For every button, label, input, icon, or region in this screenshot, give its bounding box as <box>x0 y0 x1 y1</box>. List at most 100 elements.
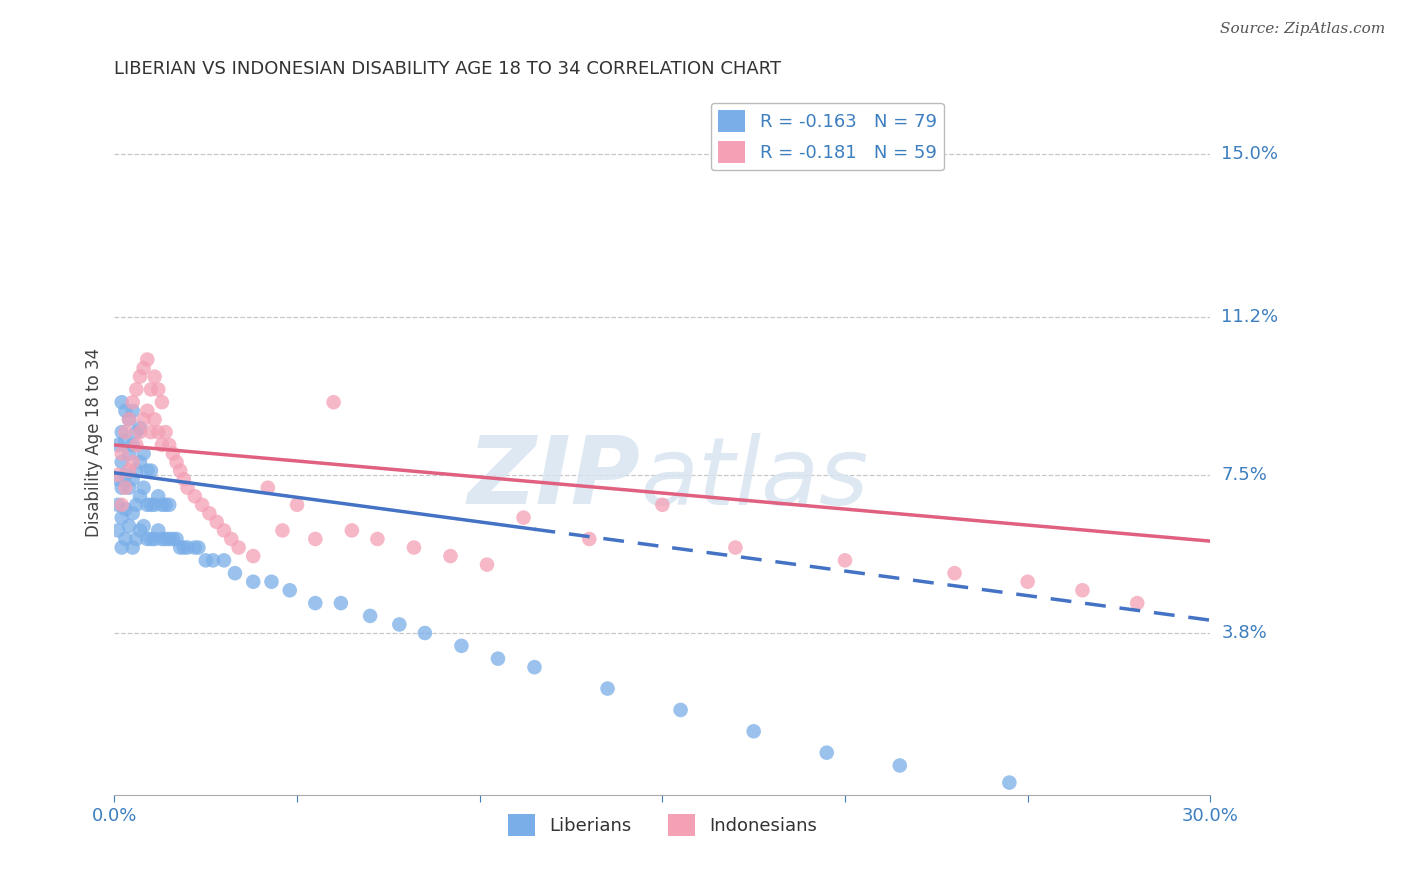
Point <box>118 481 141 495</box>
Point <box>169 541 191 555</box>
Point <box>107 467 129 482</box>
Point <box>129 524 152 538</box>
Point <box>329 596 352 610</box>
Point <box>157 532 180 546</box>
Point <box>228 541 250 555</box>
Point <box>340 524 363 538</box>
Point <box>998 775 1021 789</box>
Point <box>260 574 283 589</box>
Point <box>166 532 188 546</box>
Point <box>724 541 747 555</box>
Point <box>132 481 155 495</box>
Point <box>150 532 173 546</box>
Point <box>184 541 207 555</box>
Point <box>114 481 136 495</box>
Text: 7.5%: 7.5% <box>1222 466 1267 483</box>
Point <box>150 498 173 512</box>
Point <box>224 566 246 581</box>
Point <box>143 369 166 384</box>
Point <box>111 510 134 524</box>
Point <box>129 455 152 469</box>
Point <box>523 660 546 674</box>
Point <box>121 455 143 469</box>
Point <box>512 510 534 524</box>
Point <box>143 412 166 426</box>
Point <box>742 724 765 739</box>
Text: Source: ZipAtlas.com: Source: ZipAtlas.com <box>1219 22 1385 37</box>
Legend: Liberians, Indonesians: Liberians, Indonesians <box>501 806 824 843</box>
Point <box>596 681 619 696</box>
Point <box>402 541 425 555</box>
Point <box>304 532 326 546</box>
Point <box>136 498 159 512</box>
Point <box>651 498 673 512</box>
Point <box>111 455 134 469</box>
Point <box>111 481 134 495</box>
Point <box>129 489 152 503</box>
Point <box>221 532 243 546</box>
Point <box>114 425 136 439</box>
Point <box>285 498 308 512</box>
Point <box>132 361 155 376</box>
Point <box>125 383 148 397</box>
Point <box>111 498 134 512</box>
Point <box>125 438 148 452</box>
Point <box>155 425 177 439</box>
Point <box>256 481 278 495</box>
Point <box>162 446 184 460</box>
Point <box>150 438 173 452</box>
Point <box>132 446 155 460</box>
Point <box>202 553 225 567</box>
Point <box>148 524 170 538</box>
Point <box>111 395 134 409</box>
Point <box>450 639 472 653</box>
Point <box>136 404 159 418</box>
Text: LIBERIAN VS INDONESIAN DISABILITY AGE 18 TO 34 CORRELATION CHART: LIBERIAN VS INDONESIAN DISABILITY AGE 18… <box>114 60 782 78</box>
Point <box>121 541 143 555</box>
Point <box>114 467 136 482</box>
Point <box>111 541 134 555</box>
Point <box>176 541 198 555</box>
Point <box>143 498 166 512</box>
Text: atlas: atlas <box>640 433 869 524</box>
Point <box>278 583 301 598</box>
Point <box>191 498 214 512</box>
Point <box>1126 596 1149 610</box>
Point <box>943 566 966 581</box>
Point <box>107 498 129 512</box>
Point <box>669 703 692 717</box>
Point <box>304 596 326 610</box>
Point <box>834 553 856 567</box>
Text: 11.2%: 11.2% <box>1222 308 1278 326</box>
Point <box>118 519 141 533</box>
Point <box>212 553 235 567</box>
Point <box>139 464 162 478</box>
Point <box>118 412 141 426</box>
Point <box>242 549 264 563</box>
Point <box>1017 574 1039 589</box>
Point <box>136 532 159 546</box>
Point <box>121 404 143 418</box>
Point <box>173 541 195 555</box>
Point <box>157 498 180 512</box>
Point <box>114 434 136 448</box>
Point <box>359 608 381 623</box>
Point <box>486 651 509 665</box>
Point <box>388 617 411 632</box>
Point <box>132 519 155 533</box>
Point <box>139 532 162 546</box>
Point <box>366 532 388 546</box>
Point <box>125 498 148 512</box>
Point <box>107 472 129 486</box>
Point <box>242 574 264 589</box>
Text: 3.8%: 3.8% <box>1222 624 1267 642</box>
Point <box>125 425 148 439</box>
Point <box>118 464 141 478</box>
Point <box>129 369 152 384</box>
Point <box>136 352 159 367</box>
Point <box>475 558 498 572</box>
Point <box>114 532 136 546</box>
Point <box>148 383 170 397</box>
Point <box>121 472 143 486</box>
Point <box>162 532 184 546</box>
